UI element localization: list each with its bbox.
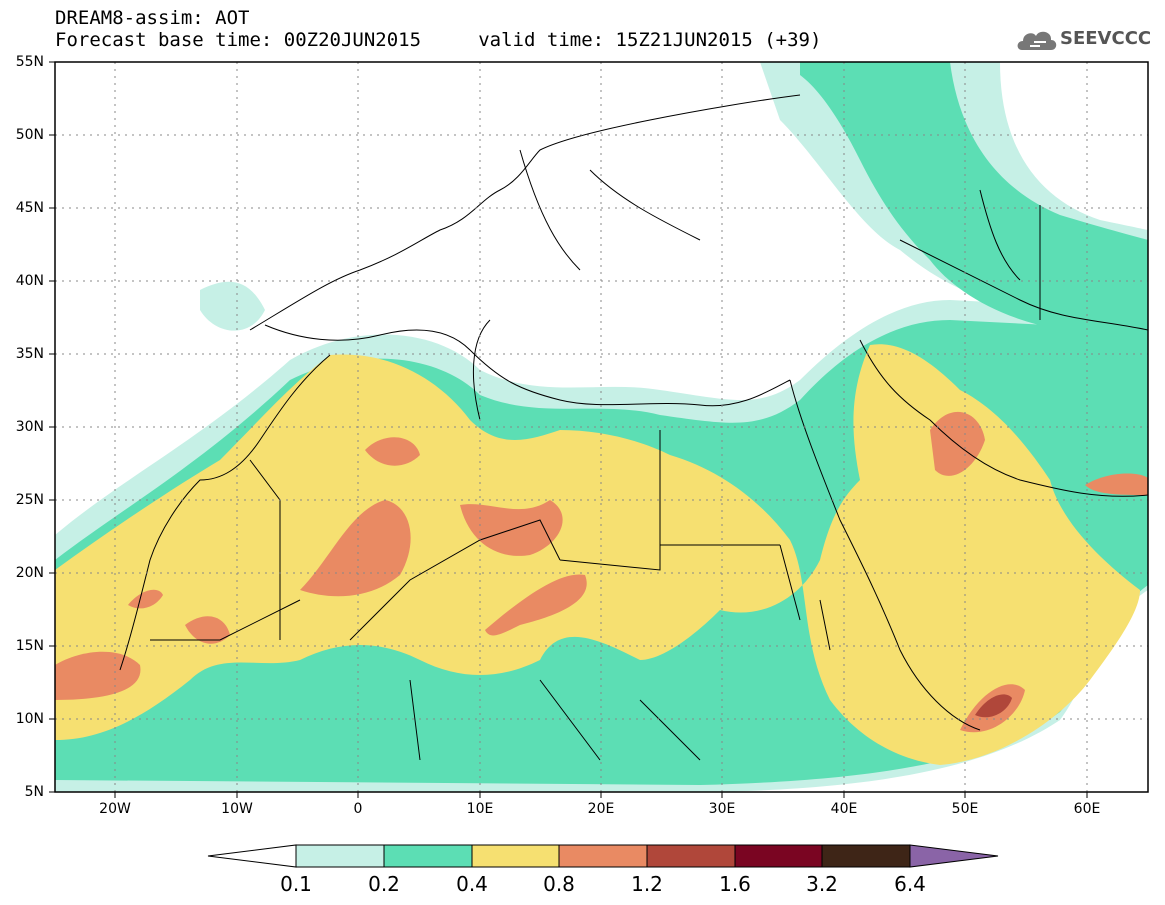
cloud-icon <box>1017 31 1057 50</box>
lat-label: 35N <box>15 346 44 362</box>
colorbar-bin <box>383 844 473 868</box>
lat-label: 20N <box>15 565 44 581</box>
colorbar-label: 1.2 <box>631 872 663 896</box>
aot-region-orange <box>55 651 141 700</box>
aot-region-orange <box>930 411 985 476</box>
lat-label: 15N <box>15 638 44 654</box>
lat-label: 30N <box>15 419 44 435</box>
colorbar-label: 6.4 <box>894 872 926 896</box>
lat-label: 50N <box>15 127 44 143</box>
colorbar-arrow-left <box>207 844 297 868</box>
aot-region-orange <box>185 616 230 644</box>
colorbar <box>207 844 999 868</box>
colorbar-label: 0.2 <box>368 872 400 896</box>
aot-region-orange <box>128 589 163 609</box>
lat-label: 55N <box>15 54 44 70</box>
lon-label: 10W <box>221 801 253 817</box>
colorbar-bin <box>295 844 385 868</box>
aot-region-orange <box>365 437 420 466</box>
aot-region-yellow <box>55 344 1140 765</box>
aot-region-red <box>975 694 1012 718</box>
aot-region-orange <box>485 574 587 636</box>
lat-label: 5N <box>24 784 44 800</box>
colorbar-label: 0.8 <box>543 872 575 896</box>
gridlines <box>55 62 1148 792</box>
colorbar-label: 0.1 <box>280 872 312 896</box>
logo-text: SEEVCCC <box>1060 28 1152 49</box>
aot-region-orange <box>1085 473 1148 495</box>
aot-region-orange <box>460 500 563 556</box>
lat-label: 45N <box>15 200 44 216</box>
aot-region-green <box>800 62 1148 333</box>
lat-label: 40N <box>15 273 44 289</box>
lon-label: 10E <box>466 801 494 817</box>
aot-region-low <box>200 281 265 331</box>
lon-label: 20W <box>99 801 131 817</box>
lat-label: 25N <box>15 492 44 508</box>
colorbar-label: 3.2 <box>806 872 838 896</box>
colorbar-bin <box>646 844 736 868</box>
colorbar-bin <box>558 844 648 868</box>
aot-region-orange <box>300 500 411 597</box>
colorbar-label: 0.4 <box>456 872 488 896</box>
colorbar-arrow-right <box>909 844 999 868</box>
colorbar-bin <box>734 844 823 868</box>
lon-label: 0 <box>353 801 363 817</box>
title-line-2: Forecast base time: 00Z20JUN2015 valid t… <box>55 29 822 51</box>
lon-label: 50E <box>951 801 979 817</box>
lon-label: 30E <box>708 801 736 817</box>
lon-label: 20E <box>587 801 615 817</box>
lon-label: 40E <box>830 801 858 817</box>
colorbar-bin <box>821 844 911 868</box>
title-line-1: DREAM8-assim: AOT <box>55 7 250 29</box>
colorbar-bin <box>471 844 560 868</box>
lon-label: 60E <box>1073 801 1101 817</box>
axis-ticks <box>49 61 1088 798</box>
lat-label: 10N <box>15 711 44 727</box>
colorbar-label: 1.6 <box>719 872 751 896</box>
